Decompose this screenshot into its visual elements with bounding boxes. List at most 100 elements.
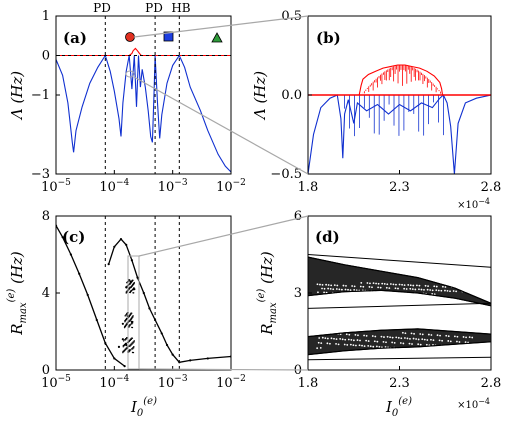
panel-c-chaos-point [132, 282, 135, 285]
panel-d-xtick-label: 1.8 [298, 376, 319, 391]
panel-c-bifurcation-point [206, 357, 209, 360]
panel-d-band-speckle [471, 336, 474, 339]
panel-a-lyap-max-line [56, 47, 231, 57]
panel-a-xtick-label: 10−4 [99, 178, 129, 195]
panel-d-band-speckle [447, 335, 450, 338]
panel-c-chaos-point [124, 342, 127, 345]
panel-d-label: (d) [315, 228, 340, 246]
panel-d-band-speckle [463, 282, 466, 285]
panel-d-band-speckle [383, 283, 386, 285]
panel-d-band-speckle [329, 342, 331, 345]
panel-c-chaos-point [129, 290, 132, 293]
annotation-hb: HB [171, 1, 190, 15]
panel-d-band-speckle [408, 342, 411, 345]
panel-c-chaos-point [126, 346, 128, 348]
panel-d-band-speckle [432, 339, 435, 342]
panel-d-band-speckle [406, 337, 409, 340]
panel-d-band-speckle [372, 282, 375, 285]
panel-c-chaos-point [133, 340, 135, 342]
panel-d-band-speckle [411, 288, 414, 291]
panel-d-band-speckle [349, 343, 352, 346]
panel-c-chaos-point [128, 287, 130, 289]
panel-a-lyap-min-line [56, 54, 231, 173]
panel-c-chaos-point [130, 317, 133, 319]
panel-d-band-speckle [447, 340, 450, 342]
panel-d-band-speckle [363, 334, 365, 337]
panel-d-band-speckle [335, 288, 338, 290]
panel-d-band-speckle [409, 284, 412, 287]
panel-c-chaos-point [128, 325, 130, 327]
panel-d-band-speckle [350, 339, 353, 341]
panel-d-band-speckle [317, 291, 319, 294]
panel-b-ytick-label: −0.5 [270, 167, 302, 182]
panel-c-chaos-point [128, 291, 131, 294]
panel-d-band-speckle [326, 342, 329, 345]
panel-d-band-speckle [409, 287, 412, 290]
panel-d-band-speckle [438, 339, 441, 342]
panel-c-chaos-point [132, 347, 134, 349]
panel-c-chaos-point [131, 326, 133, 329]
panel-c-chaos-point [132, 315, 134, 317]
panel-d-band-speckle [404, 332, 407, 335]
panel-d-band-speckle [328, 332, 331, 335]
panel-d-band-speckle [367, 340, 370, 342]
panel-d-band-speckle [389, 336, 392, 339]
panel-c-xtick-label: 10−2 [216, 374, 246, 391]
panel-d-band-speckle [412, 284, 415, 287]
panel-d-band-speckle [375, 345, 378, 348]
panel-d-band-speckle [458, 345, 460, 348]
panel-c-chaos-point [123, 343, 126, 346]
panel-d-bifurcation-points [308, 254, 491, 361]
panel-c-chaos-point [130, 281, 132, 283]
panel-c-label: (c) [62, 228, 85, 246]
panel-c-xtick-label: 10−3 [158, 374, 188, 391]
panel-c-chaos-point [123, 339, 126, 341]
panel-b-lyap-max-fluctuations [362, 64, 441, 94]
panel-d-band-speckle [435, 285, 438, 288]
panel-c-chaos-point [133, 281, 135, 284]
panel-d-branch-line [308, 341, 491, 356]
panel-d-band-speckle [385, 286, 388, 289]
panel-c-chaos-point [129, 286, 131, 288]
panel-c-bifurcation-point [121, 322, 124, 325]
panel-d-band-speckle [330, 284, 333, 287]
panel-d-band-speckle [376, 340, 379, 343]
panel-c-chaos-point [125, 291, 128, 293]
panel-d-band-speckle [353, 285, 356, 288]
panel-d-band-speckle [345, 285, 347, 287]
panel-d-band-speckle [418, 288, 420, 291]
panel-c-chaos-point [124, 325, 126, 328]
panel-d-band-speckle [377, 286, 380, 289]
panel-d-band-speckle [386, 283, 389, 286]
panel-d-band-speckle [337, 343, 340, 346]
panel-d-band-speckle [430, 338, 432, 341]
panel-d-band-speckle [400, 337, 403, 340]
zoom-connector-top [133, 15, 309, 38]
panel-d-band-speckle [319, 283, 321, 286]
panel-c-bifurcation-point [95, 318, 98, 322]
panel-d-band-speckle [470, 291, 472, 293]
panel-d-band-speckle [457, 282, 460, 285]
panel-d-band-speckle [454, 346, 457, 348]
panel-d-band-speckle [441, 285, 444, 288]
panel-c-chaos-point [129, 349, 131, 351]
panel-d-band-speckle [395, 283, 397, 286]
zoom-connector-c-bottom [138, 368, 309, 371]
panel-d-band-speckle [433, 285, 436, 288]
panel-d-band-speckle [373, 340, 376, 343]
panel-d-band-speckle [397, 336, 400, 339]
panel-d-band-speckle [316, 347, 319, 350]
panel-d-ytick-label: 3 [294, 286, 302, 301]
panel-d-band-speckle [461, 287, 464, 289]
panel-b-xtick-label: 1.8 [298, 180, 319, 195]
panel-b-lyap-min-line [308, 94, 491, 174]
panel-c-chaos-point [124, 321, 126, 323]
panel-d-band-speckle [375, 282, 377, 285]
panel-d-band-speckle [456, 340, 458, 343]
panel-d-band-speckle [389, 283, 392, 285]
panel-c-ytick-label: 4 [42, 286, 50, 301]
panel-c-chaos-point [122, 344, 125, 347]
annotation-pd-1: PD [93, 1, 111, 15]
panel-d-band-speckle [380, 335, 383, 338]
panel-d-band-speckle [446, 290, 449, 292]
